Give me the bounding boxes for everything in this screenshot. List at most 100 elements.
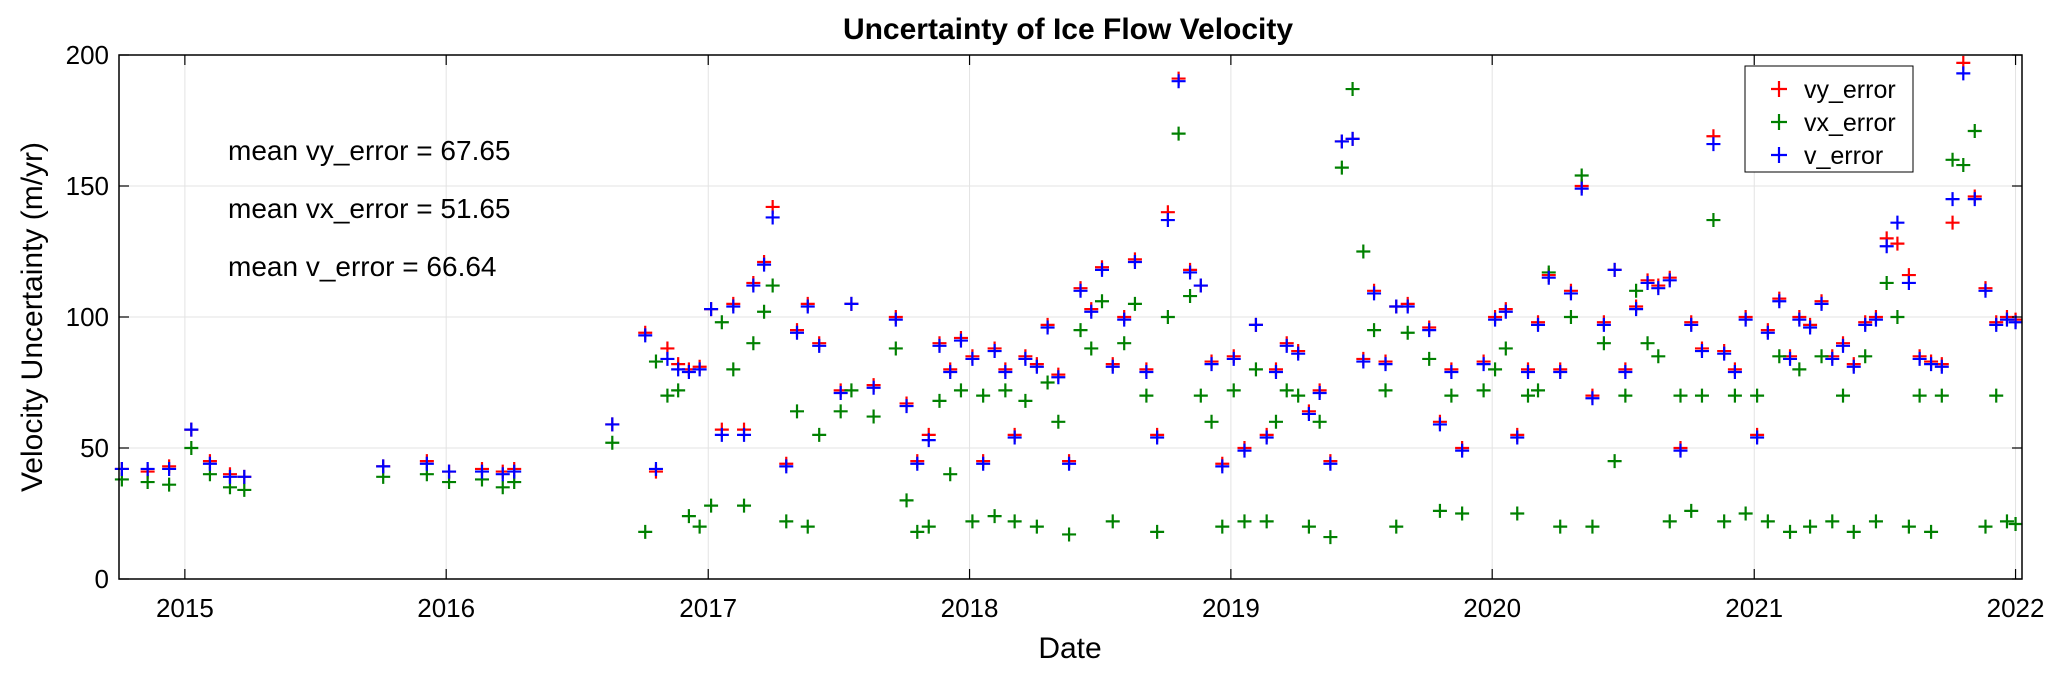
x-tick-label: 2017 bbox=[679, 593, 737, 623]
data-point bbox=[1978, 519, 1993, 534]
data-point bbox=[1629, 302, 1644, 317]
data-point bbox=[1553, 519, 1568, 534]
data-point bbox=[998, 383, 1013, 398]
data-point bbox=[844, 296, 859, 311]
data-point bbox=[1967, 192, 1982, 207]
y-axis-label: Velocity Uncertainty (m/yr) bbox=[16, 142, 49, 492]
data-point bbox=[1607, 454, 1622, 469]
data-point bbox=[737, 427, 752, 442]
data-point bbox=[222, 469, 237, 484]
data-point bbox=[1967, 123, 1982, 138]
data-point bbox=[1924, 524, 1939, 539]
series-vx-error bbox=[114, 82, 2023, 545]
data-point bbox=[790, 325, 805, 340]
data-point bbox=[1825, 514, 1840, 529]
annotation-mean-vx: mean vx_error = 51.65 bbox=[228, 193, 511, 224]
data-point bbox=[474, 464, 489, 479]
data-point bbox=[1563, 310, 1578, 324]
legend-label: vy_error bbox=[1804, 76, 1896, 104]
data-point bbox=[1717, 346, 1732, 361]
data-point bbox=[1694, 344, 1709, 359]
data-point bbox=[1444, 365, 1459, 380]
data-point bbox=[1117, 336, 1132, 351]
data-point bbox=[1476, 357, 1491, 372]
data-point bbox=[1040, 375, 1055, 390]
y-tick-label: 100 bbox=[66, 302, 109, 332]
data-point bbox=[1738, 506, 1753, 521]
data-point bbox=[1673, 443, 1688, 458]
data-point bbox=[1607, 262, 1622, 277]
data-point bbox=[888, 312, 903, 327]
data-point bbox=[140, 461, 155, 476]
data-point bbox=[1259, 430, 1274, 445]
data-point bbox=[140, 475, 155, 490]
data-point bbox=[1498, 341, 1513, 356]
data-point bbox=[844, 383, 859, 398]
data-point bbox=[910, 456, 925, 471]
data-point bbox=[1248, 317, 1263, 332]
data-point bbox=[998, 365, 1013, 380]
data-point bbox=[648, 461, 663, 476]
data-point bbox=[1727, 388, 1742, 403]
data-point bbox=[1890, 215, 1905, 230]
legend-label: vx_error bbox=[1804, 109, 1896, 137]
data-point bbox=[202, 456, 217, 471]
data-point bbox=[114, 461, 129, 476]
data-point bbox=[1323, 530, 1338, 545]
data-point bbox=[1629, 283, 1644, 298]
data-point bbox=[1268, 365, 1283, 380]
data-point bbox=[1051, 414, 1066, 429]
data-point bbox=[1432, 503, 1447, 518]
data-point bbox=[888, 341, 903, 356]
data-point bbox=[1738, 312, 1753, 327]
data-point bbox=[800, 299, 815, 314]
data-point bbox=[1596, 317, 1611, 332]
data-point bbox=[779, 514, 794, 529]
data-point bbox=[932, 393, 947, 408]
data-point bbox=[746, 336, 761, 351]
chart-title: Uncertainty of Ice Flow Velocity bbox=[843, 13, 1293, 46]
data-point bbox=[1879, 275, 1894, 290]
data-point bbox=[866, 380, 881, 395]
data-point bbox=[757, 304, 772, 319]
data-point bbox=[1378, 383, 1393, 398]
data-point bbox=[1367, 286, 1382, 301]
data-point bbox=[1814, 296, 1829, 311]
series-v-error bbox=[114, 66, 2023, 484]
data-point bbox=[1846, 524, 1861, 539]
data-point bbox=[833, 385, 848, 400]
data-point bbox=[638, 328, 653, 343]
data-point bbox=[1204, 414, 1219, 429]
data-point bbox=[1846, 359, 1861, 374]
data-point bbox=[1760, 325, 1775, 340]
data-point bbox=[605, 435, 620, 450]
data-point bbox=[1356, 244, 1371, 259]
data-point bbox=[1367, 323, 1382, 338]
data-point bbox=[1301, 406, 1316, 421]
data-point bbox=[1999, 514, 2014, 529]
data-point bbox=[943, 467, 958, 482]
data-point bbox=[1139, 365, 1154, 380]
data-point bbox=[833, 404, 848, 419]
data-point bbox=[1345, 131, 1360, 146]
data-point bbox=[1814, 349, 1829, 364]
data-point bbox=[779, 459, 794, 474]
data-point bbox=[1356, 354, 1371, 369]
mean-annotations: mean vy_error = 67.65 mean vx_error = 51… bbox=[228, 135, 511, 282]
data-point bbox=[1945, 215, 1960, 230]
data-point bbox=[726, 362, 741, 377]
data-point bbox=[1488, 362, 1503, 377]
data-point bbox=[1312, 385, 1327, 400]
data-point bbox=[1684, 503, 1699, 518]
data-point bbox=[1139, 388, 1154, 403]
data-point bbox=[671, 362, 686, 377]
data-point bbox=[790, 404, 805, 419]
data-point bbox=[671, 383, 686, 398]
data-point bbox=[1945, 192, 1960, 207]
data-point bbox=[376, 459, 391, 474]
data-point bbox=[1226, 383, 1241, 398]
data-point bbox=[648, 354, 663, 369]
data-point bbox=[1127, 254, 1142, 269]
data-point bbox=[184, 441, 199, 455]
